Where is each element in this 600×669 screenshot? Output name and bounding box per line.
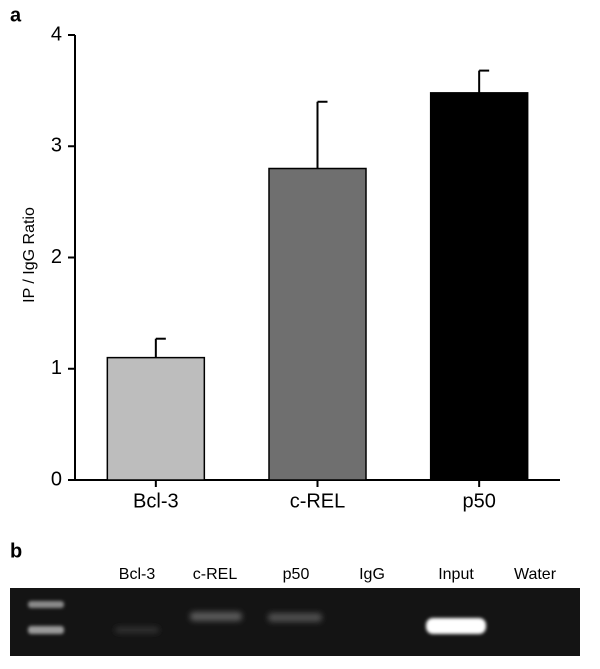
ladder-band [28,626,64,634]
gel-band [115,627,159,633]
panel-label: b [10,540,22,562]
lane-label: Input [438,566,474,583]
lane-label: c-REL [193,566,238,583]
bar [268,167,367,481]
bar [106,356,206,481]
lane-label: IgG [359,566,385,583]
gel-band [268,613,322,622]
y-tick-label: 1 [51,357,62,379]
x-tick-label: c-REL [290,490,346,512]
gel-image [10,588,580,656]
ladder-band [28,601,64,608]
x-tick-label: p50 [462,490,495,512]
bar [429,92,529,481]
y-tick-label: 0 [51,468,62,490]
gel-band [190,612,242,621]
panel-label: a [10,4,22,26]
y-axis-label: IP / IgG Ratio [21,207,38,303]
lane-label: Water [514,566,557,583]
y-tick-label: 2 [51,246,62,268]
lane-label: Bcl-3 [119,566,156,583]
x-tick-label: Bcl-3 [133,490,179,512]
gel-band [426,618,486,634]
y-tick-label: 3 [51,135,62,157]
y-tick-label: 4 [51,23,62,45]
lane-label: p50 [283,566,310,583]
